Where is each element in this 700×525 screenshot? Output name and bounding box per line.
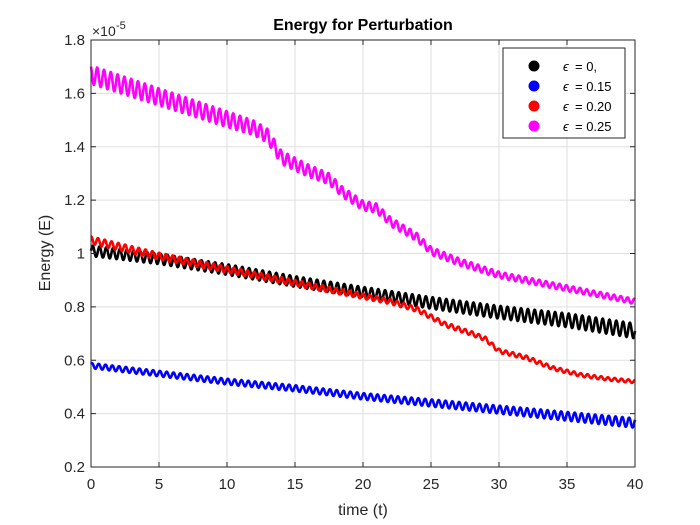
legend: ϵ = 0, ϵ = 0.15 ϵ = 0.20 ϵ = 0.25	[502, 47, 626, 139]
y-tick-label: 0.6	[64, 352, 85, 369]
y-tick-label: 0.4	[64, 406, 85, 423]
legend-label: = 0,	[575, 59, 597, 74]
series-line	[89, 66, 636, 305]
series-layer	[89, 66, 637, 429]
legend-symbol: ϵ	[563, 99, 569, 114]
chart-title: Energy for Perturbation	[273, 17, 453, 34]
legend-marker	[528, 80, 540, 92]
y-tick-label: 1.6	[64, 85, 85, 102]
legend-marker	[528, 100, 540, 112]
legend-label: = 0.15	[575, 79, 612, 94]
x-tick-label: 10	[219, 476, 236, 493]
x-tick-label: 0	[87, 476, 95, 493]
legend-label: = 0.20	[575, 99, 612, 114]
legend-symbol: ϵ	[563, 119, 569, 134]
x-tick-label: 30	[491, 476, 508, 493]
y-exponent-base: ×10	[92, 23, 116, 39]
y-tick-label: 1.2	[64, 192, 85, 209]
x-tick-label: 15	[287, 476, 304, 493]
y-tick-label: 0.2	[64, 459, 85, 476]
legend-marker	[528, 120, 540, 132]
y-exponent-label: ×10 -5	[92, 20, 126, 39]
x-axis-label: time (t)	[338, 502, 388, 519]
x-tick-label: 25	[423, 476, 440, 493]
legend-box	[502, 47, 626, 139]
legend-symbol: ϵ	[563, 79, 569, 94]
legend-symbol: ϵ	[563, 59, 569, 74]
y-exponent-power: -5	[116, 20, 126, 32]
legend-label: = 0.25	[575, 119, 612, 134]
y-axis-label: Energy (E)	[37, 215, 54, 291]
x-tick-label: 40	[627, 476, 644, 493]
x-tick-label: 5	[155, 476, 163, 493]
x-tick-label: 20	[355, 476, 372, 493]
x-tick-label: 35	[559, 476, 576, 493]
y-tick-label: 1	[77, 246, 85, 263]
y-tick-label: 1.8	[64, 32, 85, 49]
y-tick-label: 0.8	[64, 299, 85, 316]
series-line	[90, 235, 636, 385]
series-line	[89, 361, 637, 429]
y-tick-label: 1.4	[64, 139, 85, 156]
legend-marker	[528, 60, 540, 72]
ticks: 0 5 10 15 20 25 30 35 40 0.2 0.4 0.6 0.8 1 1.2 1.4 1.6 1.…	[64, 32, 643, 493]
